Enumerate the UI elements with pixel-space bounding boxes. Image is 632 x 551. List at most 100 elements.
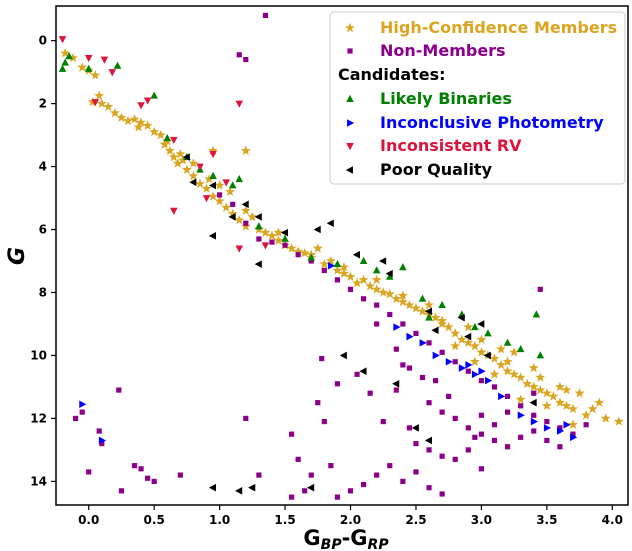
inconsistent-point: [143, 97, 152, 105]
nonmembers-point: [426, 485, 432, 491]
poor-point: [208, 181, 217, 190]
binaries-point: [385, 272, 394, 280]
inconsistent-point: [209, 151, 217, 159]
members-point: [293, 246, 304, 256]
members-point: [214, 195, 225, 206]
inconsistent-point: [91, 99, 100, 107]
y-tick-label: 6: [39, 223, 47, 237]
poor-point: [254, 260, 262, 268]
nonmembers-point: [426, 340, 432, 346]
inconsistent-point: [235, 100, 244, 108]
members-point: [94, 90, 105, 100]
nonmembers-point: [367, 390, 373, 396]
members-point: [509, 369, 520, 379]
members-point: [103, 101, 114, 111]
legend-marker-inconclusive: [347, 119, 355, 127]
members-point: [528, 362, 539, 373]
members-point: [286, 243, 297, 253]
poor-point: [411, 424, 419, 432]
nonmembers-point: [217, 192, 223, 198]
members-point: [548, 391, 559, 401]
poor-point: [424, 307, 432, 316]
binaries-point: [84, 64, 93, 72]
members-point: [273, 235, 284, 245]
inconsistent-point: [202, 195, 211, 203]
nonmembers-point: [361, 296, 367, 302]
nonmembers-point: [236, 52, 242, 58]
binaries-point: [163, 134, 172, 142]
members-point: [437, 318, 448, 329]
nonmembers-point: [446, 393, 452, 399]
nonmembers-point: [243, 415, 249, 422]
legend-label-members: High-Confidence Members: [380, 18, 617, 37]
members-point: [424, 299, 434, 310]
poor-point: [339, 351, 347, 360]
nonmembers-point: [321, 267, 327, 274]
legend-label-nonmembers: Non-Members: [380, 41, 506, 60]
members-point: [404, 299, 415, 310]
members-point: [515, 394, 526, 404]
nonmembers-point: [361, 481, 367, 488]
nonmembers-point: [491, 384, 498, 390]
members-point: [240, 145, 251, 156]
members-point: [509, 347, 520, 357]
members-point: [221, 202, 232, 212]
x-axis-label: GBP-GRP: [303, 526, 389, 551]
nonmembers-point: [269, 239, 275, 245]
binaries-point: [58, 64, 67, 72]
inconsistent-point: [108, 69, 117, 77]
nonmembers-point: [295, 252, 301, 258]
members-point: [378, 287, 389, 297]
legend-marker-nonmembers: [347, 48, 353, 54]
x-axis-label-sub-bp: BP: [321, 537, 343, 551]
poor-point: [385, 269, 393, 278]
binaries-point: [65, 52, 73, 60]
members-point: [178, 155, 188, 165]
nonmembers-point: [518, 434, 524, 440]
members-point: [587, 403, 598, 414]
members-point: [476, 347, 487, 357]
legend: High-Confidence Members Non-Members Cand…: [329, 11, 626, 185]
poor-point: [248, 483, 256, 492]
inconclusive-point: [79, 400, 87, 409]
members-point: [450, 340, 461, 351]
inconclusive-point: [327, 261, 336, 270]
members-point: [528, 381, 539, 392]
binaries-point: [516, 344, 525, 353]
members-point: [502, 366, 513, 376]
members-point: [371, 274, 382, 285]
x-tick-label: 3.0: [471, 513, 492, 527]
nonmembers-point: [347, 488, 354, 494]
members-point: [568, 419, 578, 429]
nonmembers-point: [315, 400, 321, 406]
members-point: [600, 413, 611, 423]
inconsistent-point: [170, 136, 178, 145]
legend-marker-members: [345, 22, 355, 33]
y-tick-label: 10: [30, 348, 47, 362]
nonmembers-point: [138, 466, 144, 472]
poor-point: [280, 228, 289, 237]
nonmembers-point: [177, 472, 183, 478]
inconclusive-point: [530, 417, 538, 426]
nonmembers-point: [465, 368, 471, 374]
poor-point: [424, 436, 432, 445]
nonmembers-point: [334, 494, 341, 500]
x-axis-label-main: G: [303, 526, 320, 550]
nonmembers-point: [295, 456, 301, 462]
inconsistent-point: [170, 207, 178, 215]
nonmembers-point: [432, 378, 439, 384]
nonmembers-point: [73, 415, 79, 422]
nonmembers-point: [439, 409, 445, 415]
x-tick-label: 2.0: [340, 513, 361, 527]
inconsistent-point: [100, 56, 109, 64]
nonmembers-point: [452, 456, 458, 462]
legend-candidates-header: Candidates:: [338, 65, 446, 84]
members-point: [240, 221, 251, 231]
nonmembers-point: [491, 422, 498, 428]
series-nonmembers: [73, 12, 589, 500]
members-point: [267, 230, 277, 241]
members-point: [352, 277, 362, 288]
members-point: [561, 400, 572, 411]
nonmembers-point: [256, 236, 262, 242]
members-point: [496, 343, 506, 354]
